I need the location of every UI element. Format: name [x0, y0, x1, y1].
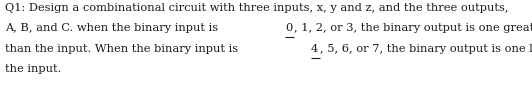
Text: , 1, 2, or 3, the binary output is one greater: , 1, 2, or 3, the binary output is one g… — [294, 23, 532, 33]
Text: than the input. When the binary input is: than the input. When the binary input is — [5, 44, 242, 54]
Text: A, B, and C. when the binary input is: A, B, and C. when the binary input is — [5, 23, 222, 33]
Text: 4: 4 — [311, 44, 318, 54]
Text: Q1: Design a combinational circuit with three inputs, x, y and z, and the three : Q1: Design a combinational circuit with … — [5, 3, 509, 13]
Text: , 5, 6, or 7, the binary output is one less than: , 5, 6, or 7, the binary output is one l… — [320, 44, 532, 54]
Text: the input.: the input. — [5, 64, 62, 74]
Text: 0: 0 — [285, 23, 292, 33]
